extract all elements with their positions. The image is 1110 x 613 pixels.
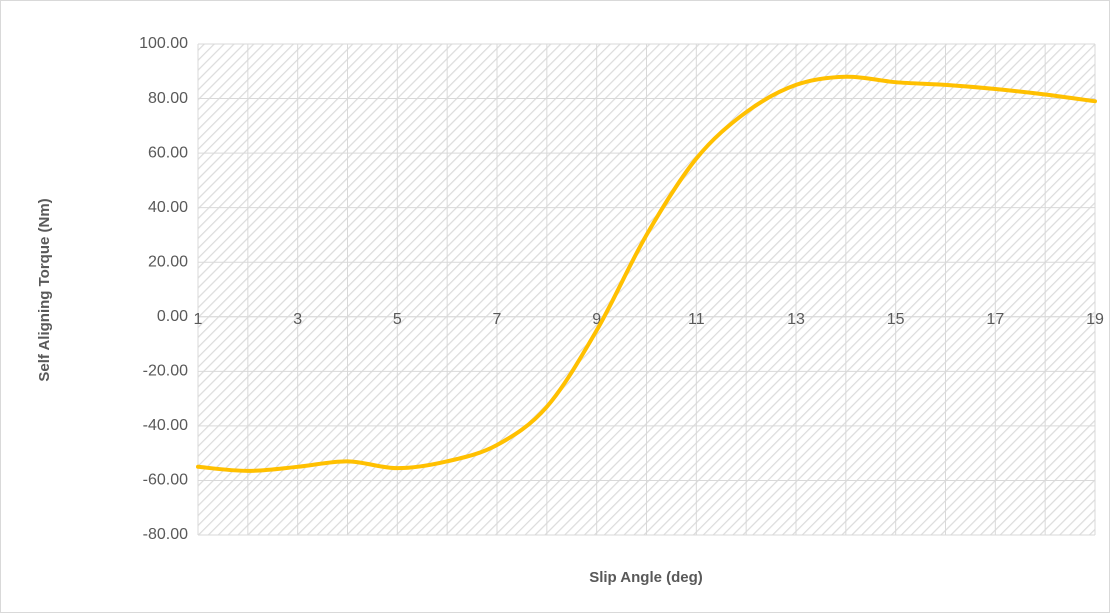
y-tick-label: -60.00: [143, 472, 188, 489]
y-tick-label: 20.00: [148, 253, 188, 270]
x-tick-label: 3: [293, 311, 302, 328]
y-tick-label: -40.00: [143, 417, 188, 434]
line-series: [196, 74, 1097, 473]
x-tick-label: 5: [393, 311, 402, 328]
x-tick-label: 11: [688, 311, 705, 328]
y-tick-label: 80.00: [148, 90, 188, 107]
y-tick-label: 0.00: [157, 308, 188, 325]
x-tick-label: 15: [887, 311, 905, 328]
x-tick-label: 19: [1086, 311, 1104, 328]
y-axis-title: Self Aligning Torque (Nm): [36, 198, 53, 381]
y-tick-label: 60.00: [148, 144, 188, 161]
x-tick-label: 1: [194, 311, 203, 328]
x-tick-label: 13: [787, 311, 805, 328]
y-tick-label: 100.00: [139, 35, 188, 52]
y-tick-label: 40.00: [148, 199, 188, 216]
y-tick-label: -20.00: [143, 363, 188, 380]
x-axis-title: Slip Angle (deg): [589, 569, 703, 586]
x-tick-label: 17: [986, 311, 1004, 328]
y-tick-label: -80.00: [143, 526, 188, 543]
x-tick-label: 9: [592, 311, 601, 328]
x-tick-label: 7: [493, 311, 502, 328]
